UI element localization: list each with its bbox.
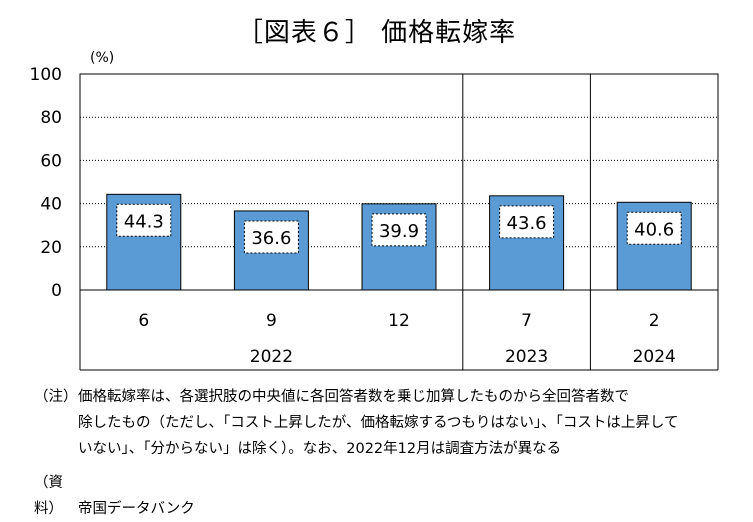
data-label-box: [499, 205, 555, 239]
category-label: 6: [138, 311, 149, 331]
y-tick-label: 60: [40, 151, 62, 171]
data-label: 39.9: [379, 221, 419, 242]
category-label: 9: [266, 311, 277, 331]
data-label: 43.6: [507, 213, 547, 234]
data-label-box: [371, 213, 427, 247]
y-axis-unit-label: (%): [90, 50, 114, 66]
source-label: （資料）: [34, 475, 63, 517]
group-label: 2023: [505, 347, 548, 367]
note-label: （注）: [34, 389, 78, 405]
category-label: 7: [521, 311, 532, 331]
y-tick-label: 100: [30, 65, 62, 85]
note-text-3: いない」、「分からない」は除く）。なお、2022年12月は調査方法が異なる: [78, 441, 562, 457]
data-label-box: [626, 211, 682, 245]
y-tick-label: 0: [51, 281, 62, 301]
source-line: （資料） 帝国データバンク: [34, 470, 195, 522]
y-tick-label: 20: [40, 238, 62, 258]
note-text-2: 除したもの（ただし、「コスト上昇したが、価格転嫁するつもりはない」、「コストは上…: [78, 415, 679, 431]
group-label: 2024: [633, 347, 676, 367]
data-label-box: [243, 220, 299, 254]
note-text-1: 価格転嫁率は、各選択肢の中央値に各回答者数を乗じ加算したものから全回答者数で: [78, 389, 629, 405]
category-label: 2: [649, 311, 660, 331]
bar-chart: 0 20 40 60 80 100 (%) 2022 2023 2024 44.3 6 36.6 9 39.…: [30, 50, 719, 371]
source-text: 帝国データバンク: [78, 501, 195, 517]
y-tick-label: 40: [40, 195, 62, 215]
data-label: 44.3: [124, 211, 164, 232]
data-label-box: [116, 203, 172, 237]
data-label: 40.6: [634, 219, 674, 240]
chart-title: ［図表６］ 価格転嫁率: [236, 18, 517, 48]
group-label: 2022: [250, 347, 293, 367]
category-label: 12: [388, 311, 410, 331]
data-label: 36.6: [251, 228, 291, 249]
y-tick-label: 80: [40, 108, 62, 128]
note-line-1: （注）価格転嫁率は、各選択肢の中央値に各回答者数を乗じ加算したものから全回答者数…: [34, 384, 629, 410]
